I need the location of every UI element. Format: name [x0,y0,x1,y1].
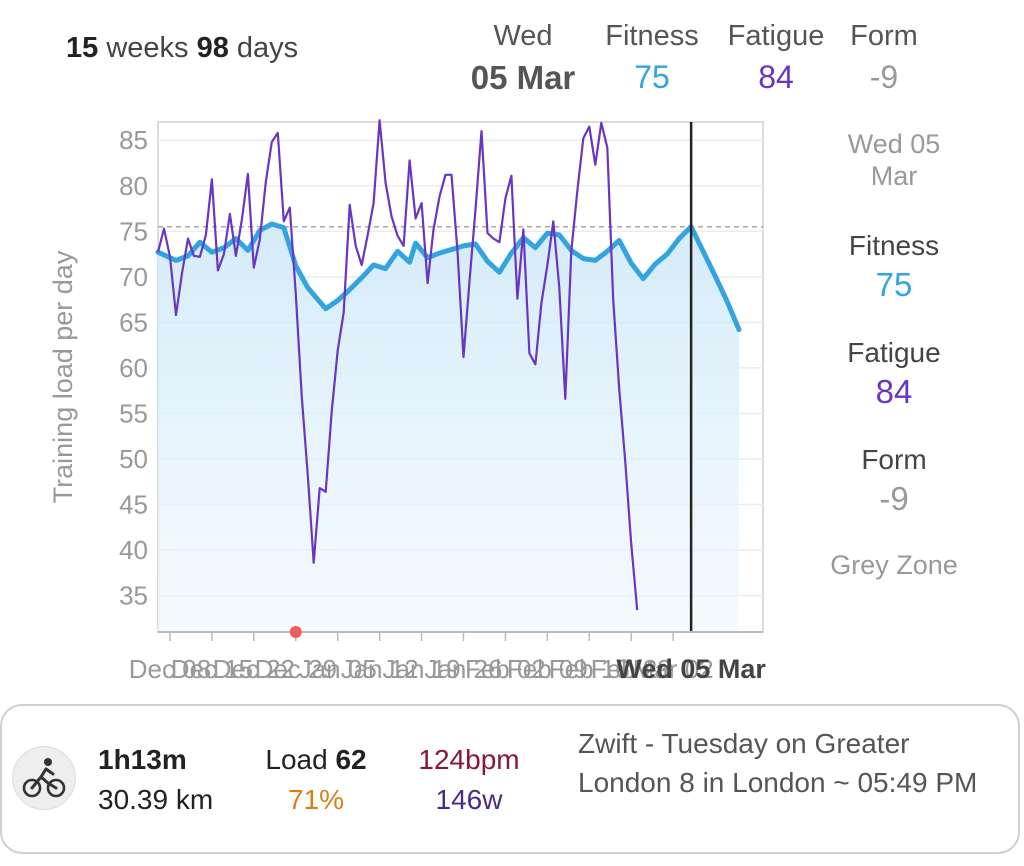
weeks-label: weeks [106,32,189,64]
x-tick-label: Dec 29 [255,654,337,684]
y-tick-label: 65 [119,307,148,337]
y-tick-label: 70 [119,262,148,292]
weeks-count: 15 [66,32,99,64]
y-tick-label: 60 [119,353,148,383]
y-tick-label: 85 [119,125,148,155]
selected-date-label: Wed 05 Mar [616,654,766,684]
header-fitness-value: 75 [634,59,670,95]
x-tick-label: Jan 05 [299,654,377,684]
y-tick-label: 80 [119,171,148,201]
side-date-line2: Mar [870,161,918,191]
header-form-value: -9 [869,59,899,95]
x-tick-label: Jan 12 [341,654,419,684]
bicycle-icon [12,746,76,810]
x-tick-label: Feb 23 [591,654,672,684]
fatigue-series-line [156,119,639,611]
y-tick-label: 75 [119,216,148,246]
side-date-line1: Wed 05 [847,129,941,159]
activity-heart-rate: 124bpm [418,744,520,775]
fitness-area [158,224,739,632]
activity-load: Load 62 [258,744,374,776]
x-tick-label: Jan 26 [424,654,502,684]
side-fitness: Fitness 75 [806,230,982,304]
header-date: Wed 05 Mar [452,20,594,97]
y-tick-label: 40 [119,535,148,565]
form-zone-label: Grey Zone [830,550,958,580]
header-fatigue-label: Fatigue [727,20,825,52]
x-tick-label: Feb 16 [549,654,630,684]
y-tick-label: 35 [119,581,148,611]
activity-load-label: Load [265,744,328,775]
event-marker[interactable] [289,626,302,638]
activity-card[interactable] [0,704,1020,854]
header-date-value: 05 Mar [470,59,576,96]
x-tick-label: Dec 22 [213,654,295,684]
header-fitness: Fitness 75 [594,20,710,96]
header-day: Wed [493,20,553,52]
side-fatigue-label: Fatigue [847,337,941,368]
side-fatigue: Fatigue 84 [806,337,982,411]
y-tick-label: 50 [119,444,148,474]
activity-power: 146w [435,784,503,815]
side-form-value: -9 [879,480,909,517]
activity-name: Zwift - Tuesday on Greater London 8 in L… [578,728,978,798]
y-tick-label: 55 [119,398,148,428]
period-summary: 15 weeks 98 days [66,32,298,65]
side-fitness-label: Fitness [848,230,940,261]
activity-duration: 1h13m [98,744,187,775]
side-date: Wed 05 Mar [806,128,982,192]
header-fitness-label: Fitness [605,20,699,52]
x-tick-label: Dec 08 [129,654,211,684]
header-fatigue: Fatigue 84 [718,20,834,96]
days-count: 98 [196,32,229,64]
header-fatigue-value: 84 [758,59,794,95]
x-tick-label: Feb 02 [465,654,546,684]
side-fitness-value: 75 [875,266,913,303]
x-tick-label: Mar 02 [633,654,714,684]
x-tick-label: Feb 09 [507,654,588,684]
header-form: Form -9 [836,20,932,96]
y-tick-label: 45 [119,490,148,520]
side-form: Form -9 [806,444,982,518]
days-label: days [236,32,299,64]
x-tick-label: Jan 19 [383,654,461,684]
header-form-label: Form [850,20,918,52]
activity-distance: 30.39 km [98,784,214,815]
y-axis-title: Training load per day [48,250,78,503]
side-fatigue-value: 84 [875,373,913,410]
side-form-label: Form [861,444,927,475]
x-tick-label: Dec 15 [171,654,253,684]
activity-intensity: 71% [287,784,345,815]
activity-load-value: 62 [335,744,367,775]
